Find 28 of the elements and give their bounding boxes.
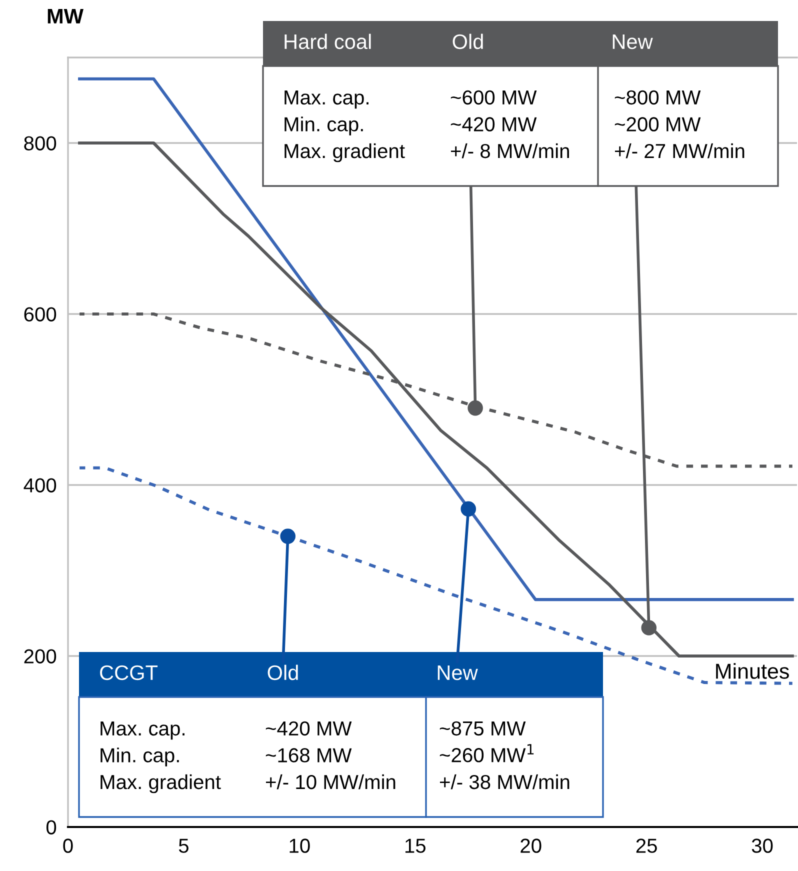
x-tick-label: 10: [290, 838, 310, 853]
y-tick-label: 800: [24, 136, 56, 150]
x-tick-label: 0: [63, 838, 73, 853]
annotation: Old: [452, 34, 483, 50]
annotation: ~420 MW ~168 MW +/- 10 MW/min: [266, 721, 396, 790]
y-tick-label: 400: [24, 478, 56, 492]
annotation: Max. cap. Min. cap. Max. gradient: [284, 90, 405, 162]
x-tick-label: 15: [405, 838, 426, 853]
y-axis-title: MW: [48, 9, 84, 24]
annotation: CCGT: [100, 665, 158, 680]
annotation: Old: [268, 664, 298, 680]
annotation: New: [438, 666, 478, 680]
text: Hard coal: [284, 34, 371, 50]
annotation: ~800 MW ~200 MW +/- 27 MW/min: [614, 90, 744, 158]
x-tick-label: 5: [178, 838, 188, 853]
line-series: [78, 466, 794, 685]
text: ~875 MW ~260 MW$^{1}$ +/- 38 MW/min: [440, 721, 570, 790]
y-tick-label: 600: [24, 307, 56, 322]
x-tick-label: 30: [752, 838, 773, 853]
line-series: [78, 141, 794, 658]
y-tick-label: 200: [24, 649, 56, 664]
annotation: ~600 MW ~420 MW +/- 8 MW/min: [450, 90, 569, 158]
x-tick-label: 25: [636, 838, 657, 853]
annotation: New: [612, 34, 653, 50]
annotation: Max. cap. Min. cap. Max. gradient: [100, 722, 221, 794]
y-tick-label: 0: [46, 820, 56, 834]
x-axis-title: Minutes: [716, 663, 789, 679]
x-tick-label: 20: [520, 838, 542, 853]
